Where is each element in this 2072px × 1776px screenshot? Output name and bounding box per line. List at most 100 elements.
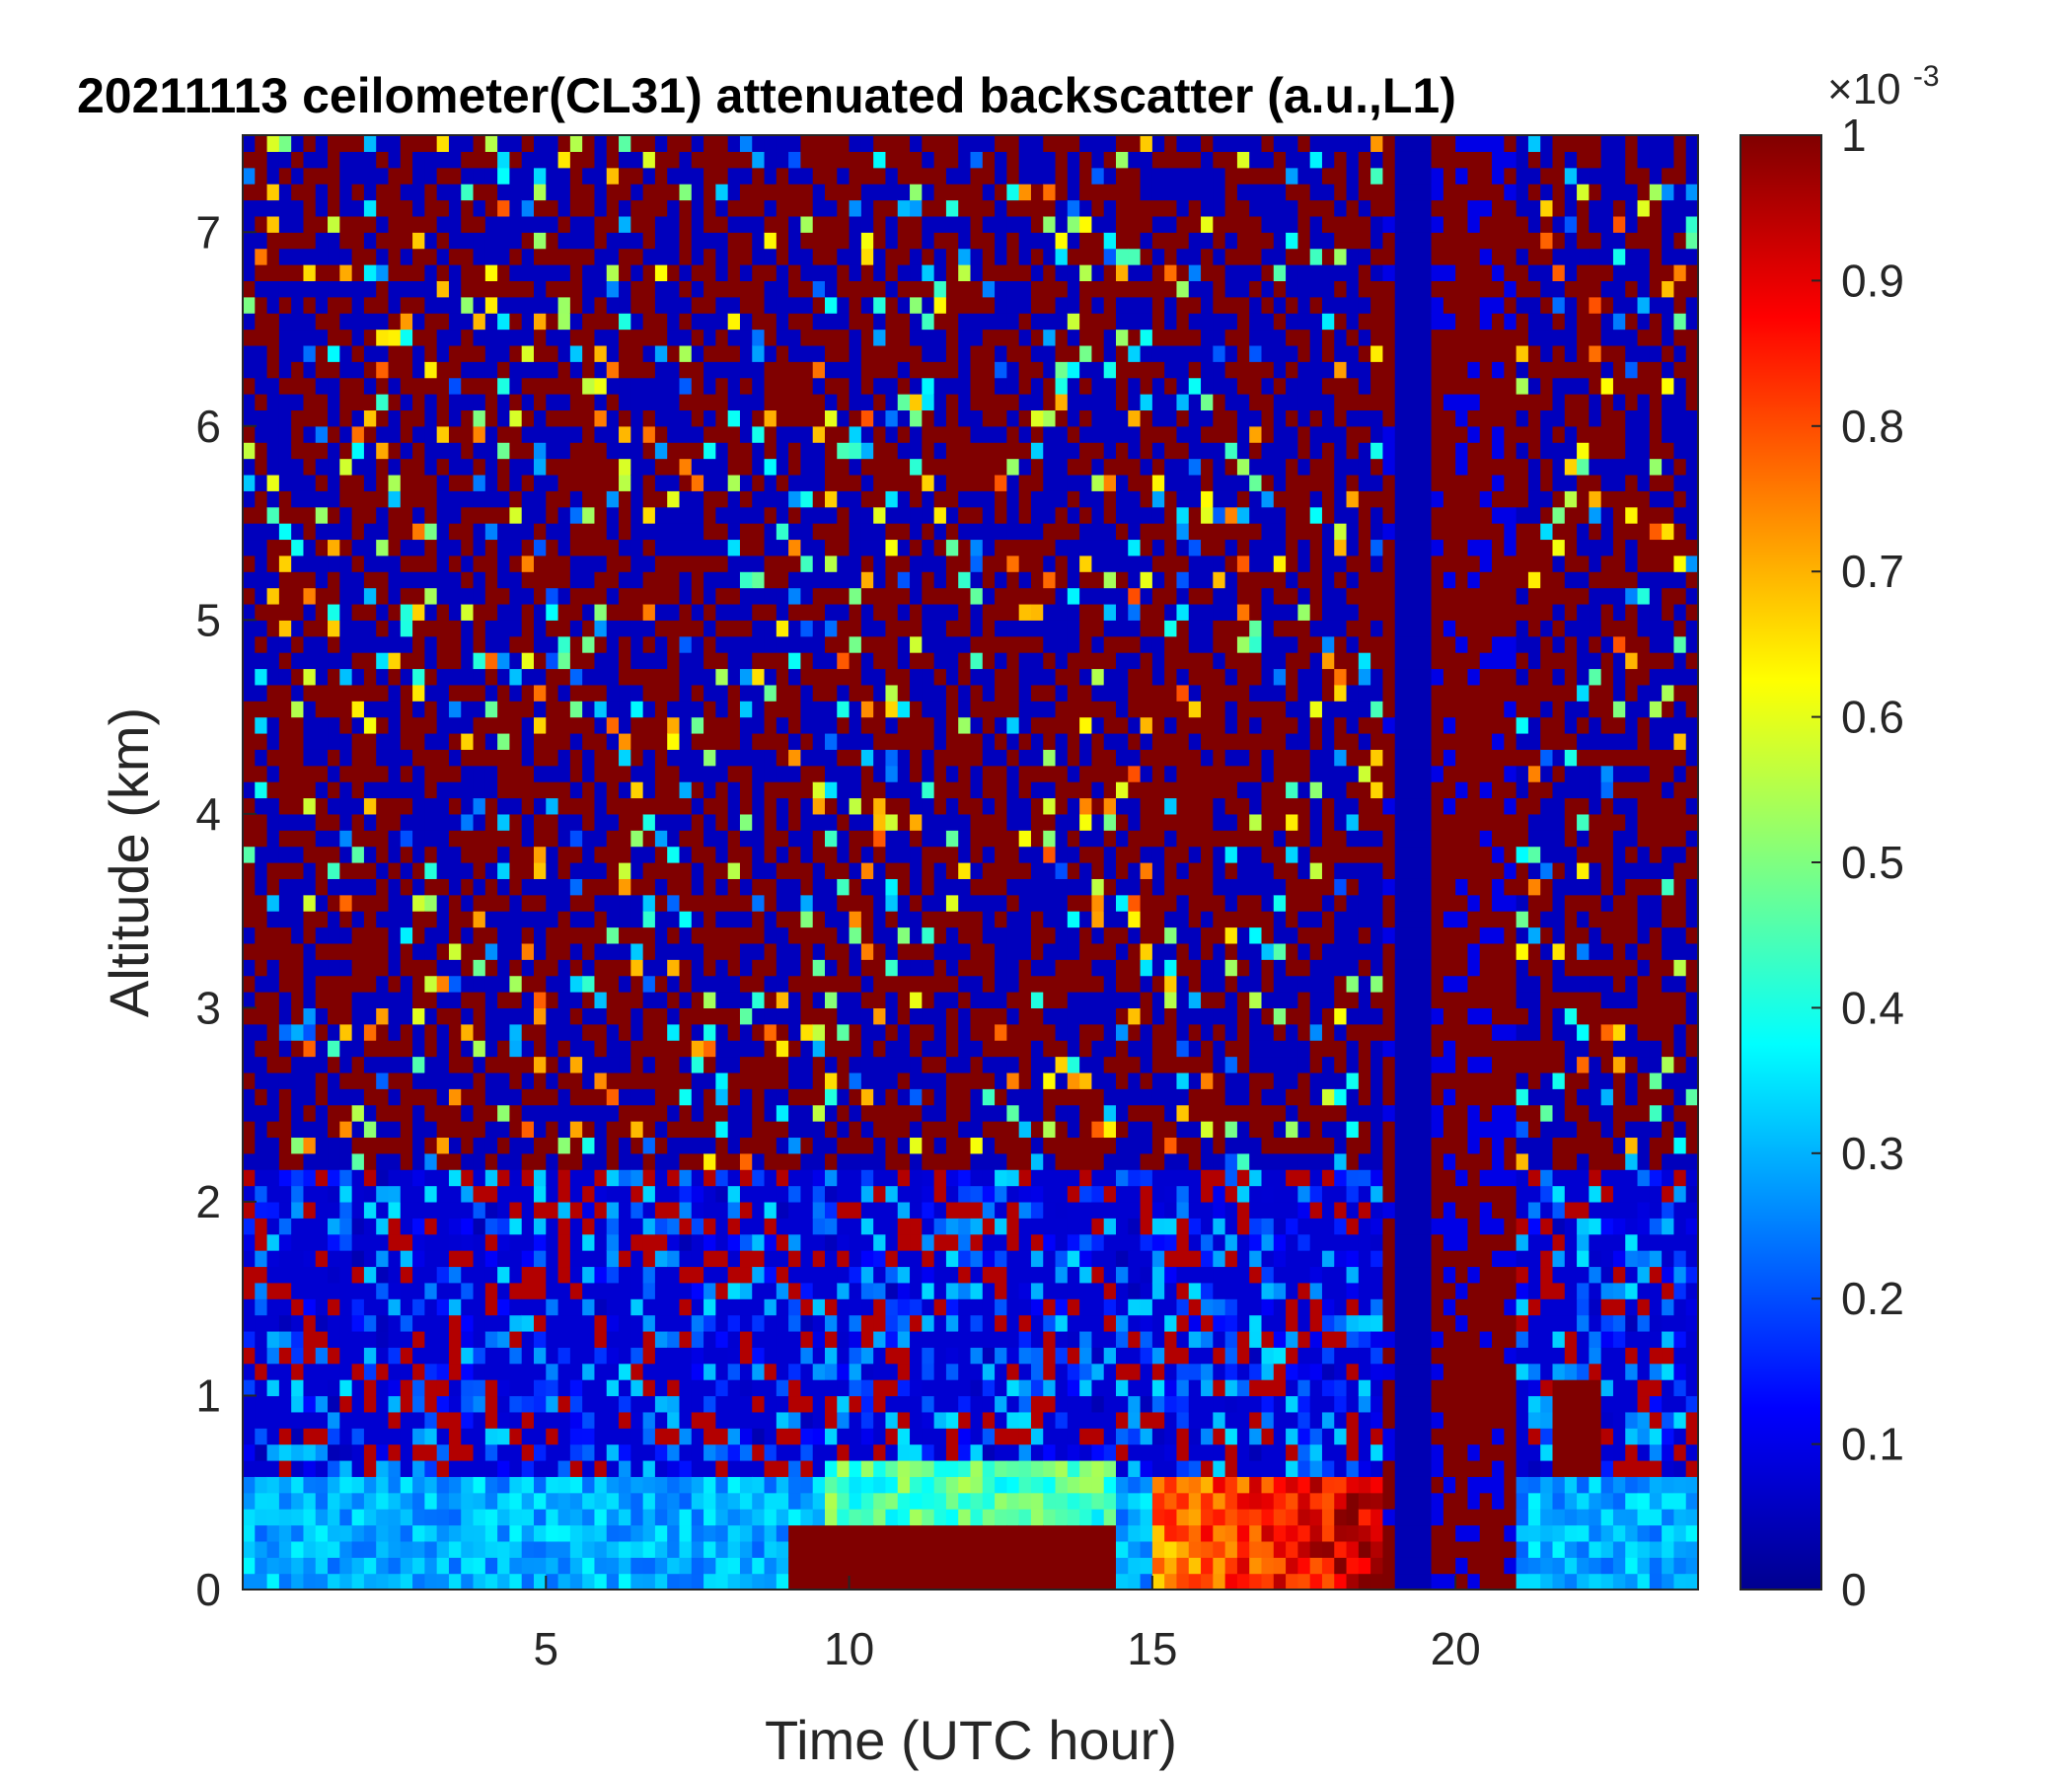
heatmap-cell xyxy=(388,1347,402,1365)
heatmap-cell xyxy=(339,1476,353,1494)
heatmap-cell xyxy=(339,296,353,314)
heatmap-cell xyxy=(278,1233,292,1251)
heatmap-cell xyxy=(569,894,583,912)
heatmap-cell xyxy=(484,539,498,556)
heatmap-cell xyxy=(739,830,753,848)
heatmap-cell xyxy=(534,1428,547,1445)
heatmap-cell xyxy=(703,716,716,734)
heatmap-cell xyxy=(569,635,583,653)
heatmap-cell xyxy=(509,248,523,265)
heatmap-cell xyxy=(351,635,365,653)
heatmap-cell xyxy=(654,1137,668,1154)
heatmap-cell xyxy=(521,1314,535,1332)
heatmap-cell xyxy=(860,652,874,670)
heatmap-cell xyxy=(291,765,305,782)
heatmap-cell xyxy=(606,394,620,411)
heatmap-cell xyxy=(339,1282,353,1299)
heatmap-cell xyxy=(764,1056,777,1073)
heatmap-cell xyxy=(703,1023,716,1041)
heatmap-cell xyxy=(727,523,741,541)
heatmap-cell xyxy=(837,539,851,556)
heatmap-cell xyxy=(606,1492,620,1510)
heatmap-cell xyxy=(351,394,365,411)
heatmap-cell xyxy=(303,1509,317,1526)
heatmap-cell xyxy=(849,1023,862,1041)
heatmap-cell xyxy=(837,652,851,670)
heatmap-cell xyxy=(363,555,377,572)
heatmap-cell xyxy=(278,296,292,314)
heatmap-cell xyxy=(424,232,438,250)
heatmap-cell xyxy=(424,732,438,750)
heatmap-cell xyxy=(812,1282,826,1299)
heatmap-cell xyxy=(703,1072,716,1089)
heatmap-cell xyxy=(715,1007,729,1025)
heatmap-cell xyxy=(569,587,583,605)
heatmap-cell xyxy=(243,1347,256,1365)
heatmap-cell xyxy=(715,264,729,281)
heatmap-cell xyxy=(473,1233,486,1251)
heatmap-cell xyxy=(400,151,413,169)
heatmap-cell xyxy=(461,1121,475,1139)
heatmap-cell xyxy=(448,603,462,621)
heatmap-cell xyxy=(654,846,668,863)
heatmap-cell xyxy=(266,1201,280,1219)
heatmap-cell xyxy=(521,184,535,201)
heatmap-cell xyxy=(715,151,729,169)
heatmap-cell xyxy=(667,894,681,912)
heatmap-cell xyxy=(642,1509,656,1526)
heatmap-cell xyxy=(557,862,571,879)
heatmap-cell xyxy=(557,1363,571,1380)
heatmap-cell xyxy=(619,1298,631,1316)
heatmap-cell xyxy=(837,167,851,185)
heatmap-cell xyxy=(484,1314,498,1332)
heatmap-cell xyxy=(788,199,802,217)
heatmap-cell xyxy=(642,474,656,491)
heatmap-cell xyxy=(388,716,402,734)
heatmap-cell xyxy=(776,1509,789,1526)
heatmap-cell xyxy=(278,215,292,233)
heatmap-cell xyxy=(448,992,462,1008)
heatmap-cell xyxy=(873,942,887,960)
heatmap-cell xyxy=(497,1314,511,1332)
heatmap-cell xyxy=(825,797,838,815)
heatmap-cell xyxy=(546,1007,559,1025)
heatmap-cell xyxy=(752,959,766,977)
heatmap-cell xyxy=(654,135,668,152)
heatmap-cell xyxy=(594,442,608,460)
heatmap-cell xyxy=(509,1121,523,1139)
heatmap-cell xyxy=(582,1282,596,1299)
heatmap-cell xyxy=(266,1104,280,1122)
heatmap-cell xyxy=(255,1040,268,1058)
heatmap-cell xyxy=(534,1072,547,1089)
heatmap-cell xyxy=(436,781,450,799)
heatmap-cell xyxy=(376,409,390,427)
heatmap-cell xyxy=(642,1056,656,1073)
heatmap-cell xyxy=(278,394,292,411)
heatmap-cell xyxy=(825,862,838,879)
heatmap-cell xyxy=(642,344,656,362)
heatmap-cell xyxy=(255,1524,268,1542)
heatmap-cell xyxy=(739,151,753,169)
heatmap-cell xyxy=(849,862,862,879)
heatmap-cell xyxy=(436,635,450,653)
heatmap-cell xyxy=(376,506,390,524)
heatmap-cell xyxy=(582,409,596,427)
heatmap-cell xyxy=(243,1282,256,1299)
heatmap-cell xyxy=(534,1314,547,1332)
heatmap-cell xyxy=(825,1524,838,1542)
heatmap-cell xyxy=(328,1040,340,1058)
heatmap-cell xyxy=(739,1411,753,1429)
heatmap-cell xyxy=(339,1040,353,1058)
heatmap-cell xyxy=(703,975,716,993)
heatmap-cell xyxy=(255,1104,268,1122)
heatmap-cell xyxy=(509,1459,523,1477)
heatmap-cell xyxy=(642,992,656,1008)
heatmap-cell xyxy=(509,167,523,185)
heatmap-cell xyxy=(679,1250,693,1268)
heatmap-cell xyxy=(667,846,681,863)
heatmap-cell xyxy=(727,167,741,185)
heatmap-cell xyxy=(339,1088,353,1106)
heatmap-cell xyxy=(521,749,535,767)
heatmap-cell xyxy=(582,1298,596,1316)
heatmap-cell xyxy=(873,1379,887,1397)
